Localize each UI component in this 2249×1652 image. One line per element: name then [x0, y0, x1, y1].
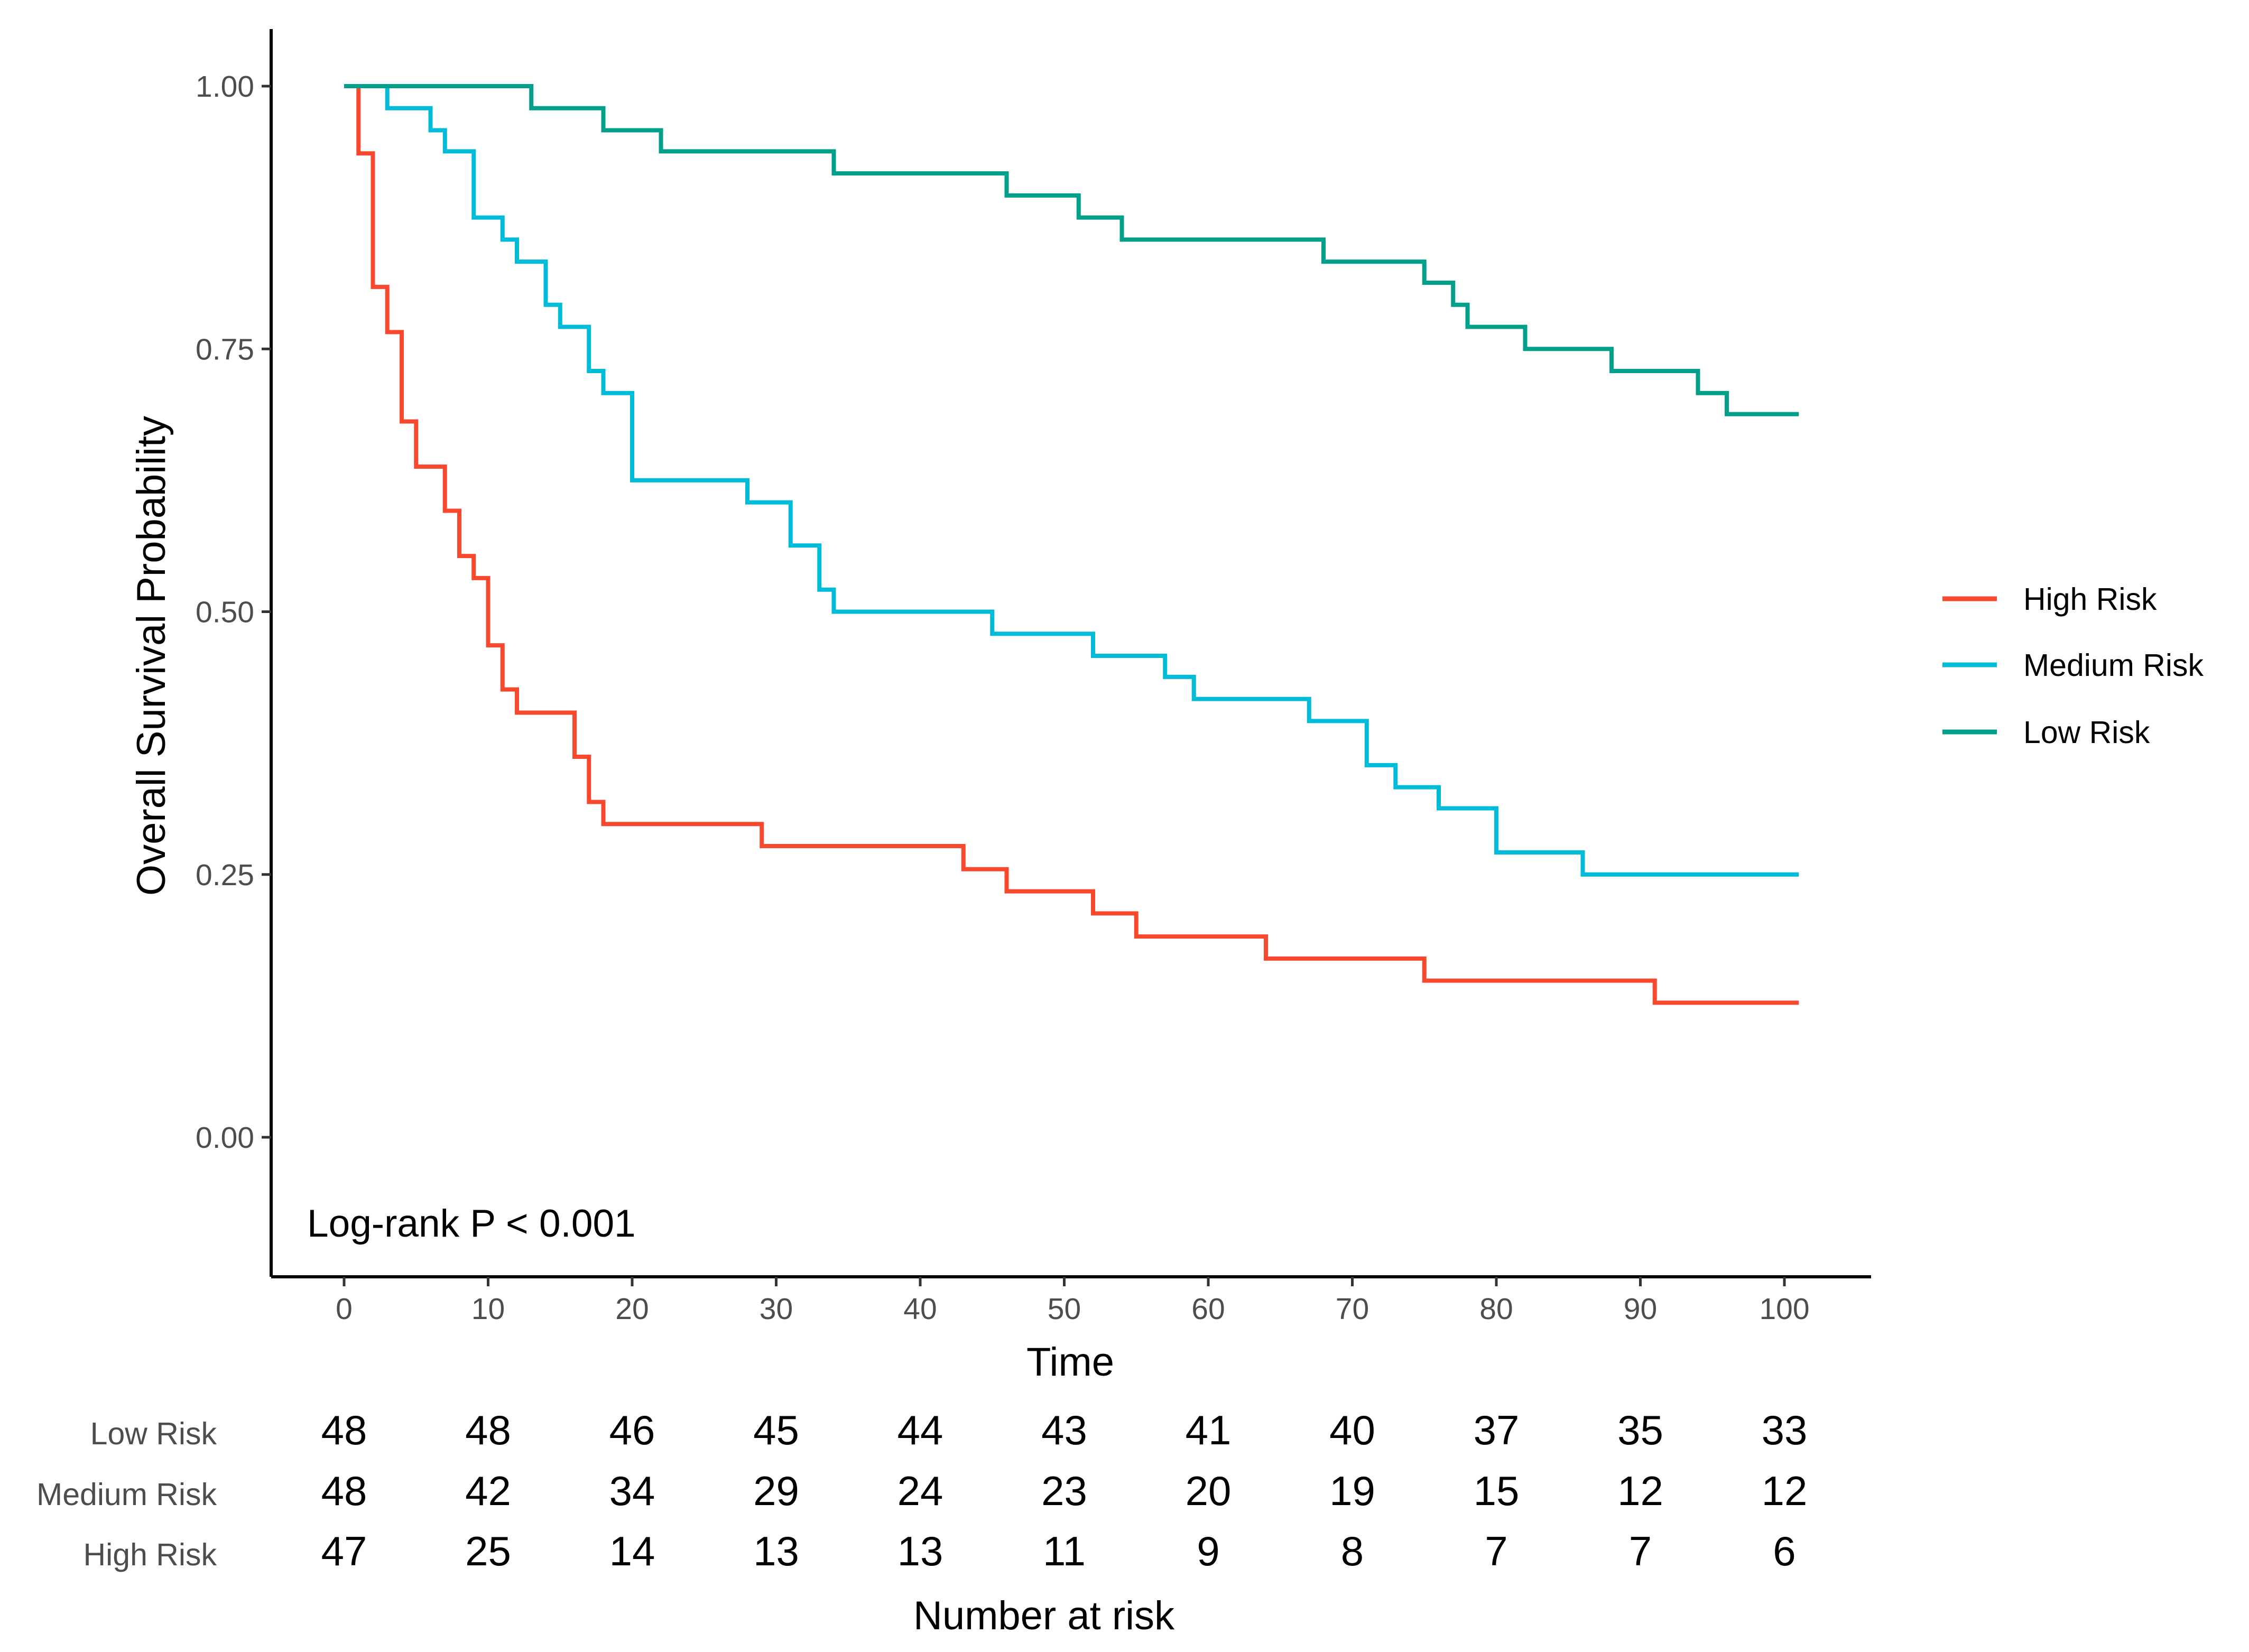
x-tick-label: 100 — [1759, 1292, 1809, 1326]
risk-count: 23 — [1041, 1468, 1087, 1514]
legend: High Risk Medium Risk Low Risk — [1942, 582, 2204, 750]
risk-row-label: Low Risk — [90, 1416, 217, 1451]
risk-count: 7 — [1485, 1528, 1507, 1574]
survival-curve-medium-risk — [344, 84, 1799, 877]
risk-table: Low Risk 48 48 46 45 44 43 41 40 37 35 33 Medium Ris… — [36, 1407, 1807, 1574]
legend-label-high-risk: High Risk — [2023, 582, 2157, 617]
y-axis: 0.00 0.25 0.50 0.75 1.00 — [196, 29, 273, 1277]
risk-count: 7 — [1629, 1528, 1652, 1574]
risk-count: 48 — [321, 1468, 367, 1514]
y-tick-label: 0.25 — [196, 858, 254, 892]
risk-row-label: High Risk — [84, 1537, 217, 1572]
risk-count: 29 — [753, 1468, 799, 1514]
risk-count: 24 — [897, 1468, 943, 1514]
risk-count: 19 — [1329, 1468, 1375, 1514]
risk-count: 14 — [609, 1528, 655, 1574]
risk-count: 12 — [1762, 1468, 1808, 1514]
risk-count: 44 — [897, 1407, 943, 1453]
legend-label-low-risk: Low Risk — [2023, 715, 2150, 750]
x-axis-title: Time — [1026, 1340, 1114, 1385]
risk-count: 34 — [609, 1468, 655, 1514]
y-axis-title: Overall Survival Probability — [129, 416, 174, 896]
y-tick-label: 1.00 — [196, 70, 254, 104]
x-tick-label: 60 — [1191, 1292, 1225, 1326]
x-tick-label: 10 — [471, 1292, 505, 1326]
x-tick-label: 20 — [615, 1292, 649, 1326]
risk-row-label: Medium Risk — [36, 1477, 217, 1512]
x-tick-label: 40 — [903, 1292, 937, 1326]
risk-count: 48 — [465, 1407, 511, 1453]
risk-count: 20 — [1186, 1468, 1232, 1514]
y-tick-label: 0.50 — [196, 596, 254, 629]
risk-count: 48 — [321, 1407, 367, 1453]
y-tick-label: 0.75 — [196, 332, 254, 366]
x-tick-label: 0 — [336, 1292, 353, 1326]
risk-count: 40 — [1329, 1407, 1375, 1453]
risk-count: 41 — [1186, 1407, 1232, 1453]
x-axis: 0 10 20 30 40 50 60 70 80 90 100 — [271, 1275, 1871, 1326]
log-rank-annotation: Log-rank P < 0.001 — [307, 1202, 636, 1245]
risk-count: 15 — [1474, 1468, 1520, 1514]
x-tick-label: 30 — [760, 1292, 793, 1326]
risk-count: 46 — [609, 1407, 655, 1453]
risk-count: 6 — [1773, 1528, 1796, 1574]
risk-count: 25 — [465, 1528, 511, 1574]
risk-count: 47 — [321, 1528, 367, 1574]
risk-count: 37 — [1474, 1407, 1520, 1453]
risk-count: 45 — [753, 1407, 799, 1453]
survival-curves — [344, 84, 1799, 1005]
risk-count: 35 — [1617, 1407, 1663, 1453]
y-tick-label: 0.00 — [196, 1121, 254, 1155]
risk-count: 12 — [1617, 1468, 1663, 1514]
x-tick-label: 70 — [1336, 1292, 1369, 1326]
risk-count: 9 — [1197, 1528, 1219, 1574]
risk-count: 13 — [897, 1528, 943, 1574]
survival-curve-high-risk — [344, 84, 1799, 1005]
risk-count: 8 — [1341, 1528, 1364, 1574]
risk-count: 43 — [1041, 1407, 1087, 1453]
legend-label-medium-risk: Medium Risk — [2023, 648, 2204, 683]
x-tick-label: 80 — [1479, 1292, 1513, 1326]
risk-count: 11 — [1043, 1528, 1086, 1574]
x-tick-label: 90 — [1624, 1292, 1657, 1326]
survival-curve-low-risk — [344, 84, 1799, 416]
risk-count: 13 — [753, 1528, 799, 1574]
risk-count: 42 — [465, 1468, 511, 1514]
risk-table-title: Number at risk — [913, 1593, 1175, 1638]
risk-count: 33 — [1762, 1407, 1808, 1453]
x-tick-label: 50 — [1048, 1292, 1081, 1326]
